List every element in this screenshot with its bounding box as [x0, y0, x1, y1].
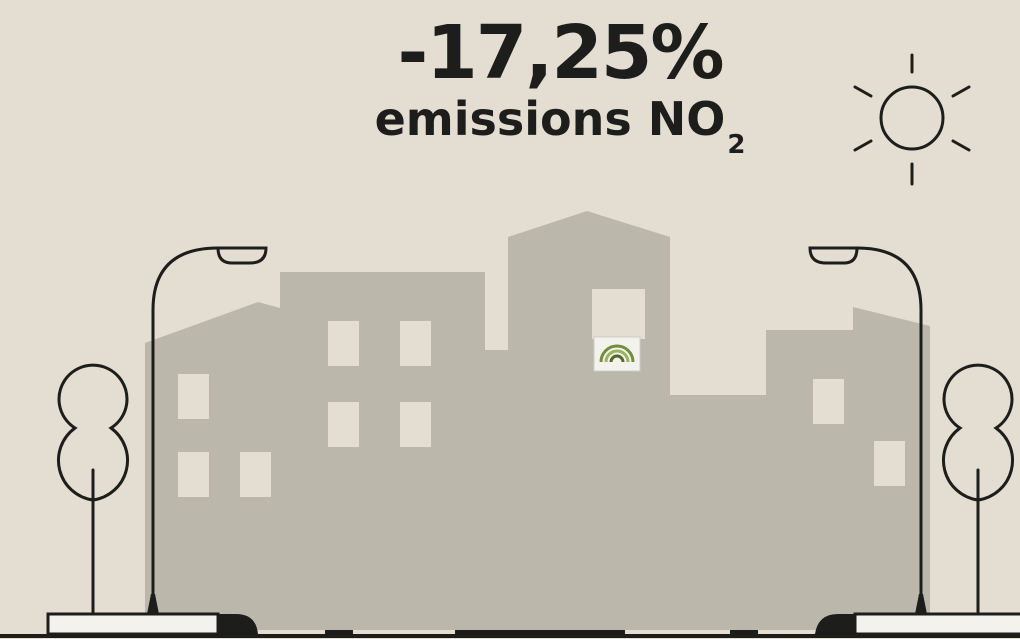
- ground: [0, 612, 1020, 638]
- headline-label: emissions NO: [375, 92, 726, 146]
- tree-right: [942, 363, 1014, 616]
- tree-left: [57, 363, 129, 616]
- headline-value: -17,25%: [398, 10, 723, 96]
- headline-subscript: 2: [727, 130, 745, 160]
- street-lamp-left: [147, 246, 268, 614]
- sun: [853, 53, 971, 186]
- street-lamp-right: [808, 246, 927, 614]
- city: [145, 211, 930, 630]
